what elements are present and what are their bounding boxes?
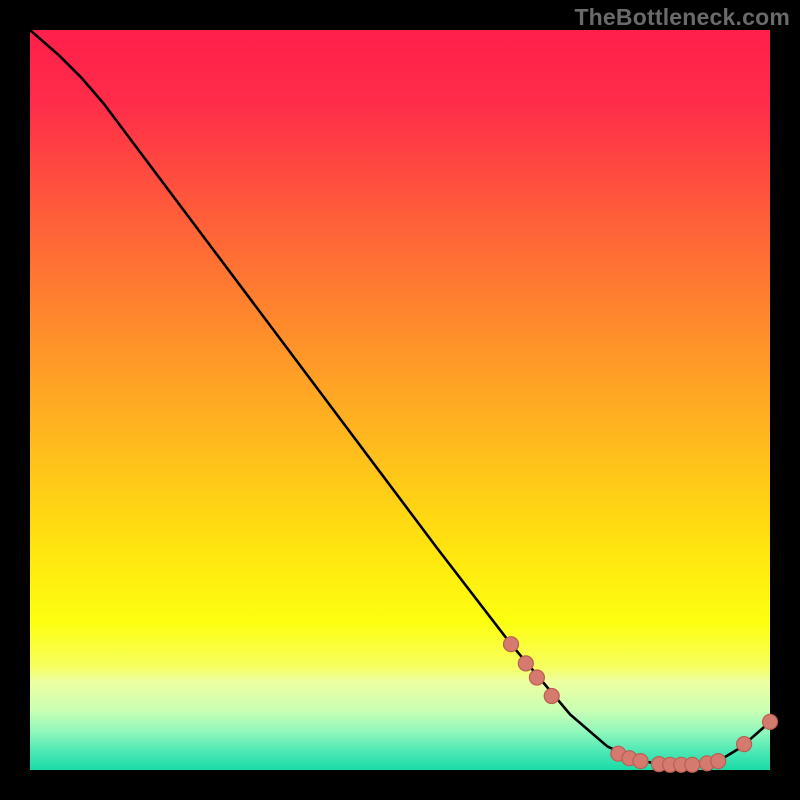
data-marker [763, 714, 778, 729]
data-marker [685, 757, 700, 772]
bottleneck-curve-chart [0, 0, 800, 800]
data-marker [529, 670, 544, 685]
data-marker [711, 754, 726, 769]
data-marker [504, 637, 519, 652]
data-marker [544, 689, 559, 704]
chart-canvas: TheBottleneck.com [0, 0, 800, 800]
gradient-background [30, 30, 770, 770]
data-marker [518, 656, 533, 671]
data-marker [633, 754, 648, 769]
data-marker [737, 737, 752, 752]
